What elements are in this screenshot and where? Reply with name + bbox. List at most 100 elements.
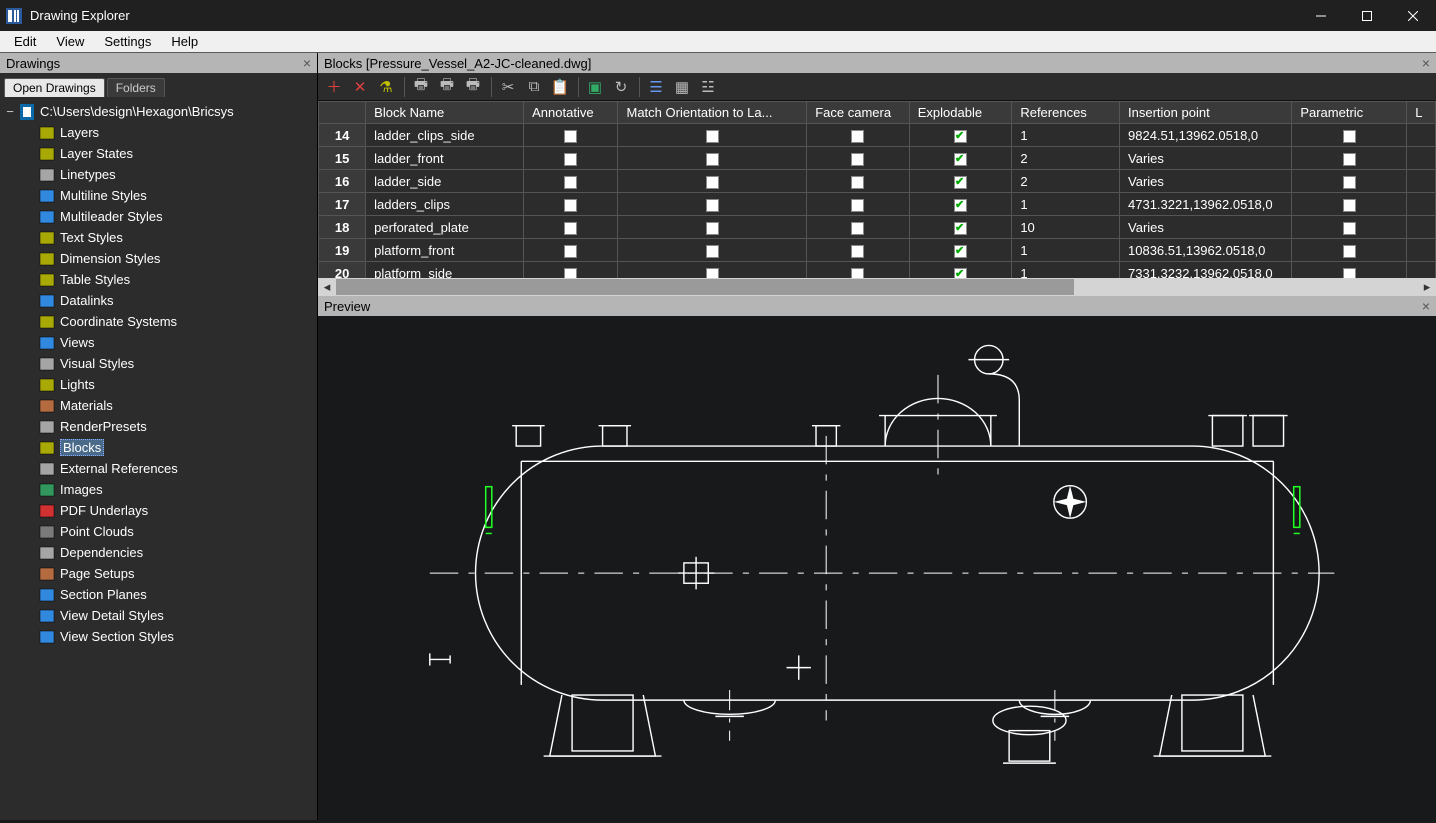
tree-collapse-icon[interactable]: − [4,104,16,119]
explodable-cell[interactable] [909,262,1012,279]
table-row[interactable]: 16ladder_side2Varies [319,170,1436,193]
refresh-button[interactable]: ↻ [609,75,633,99]
table-row[interactable]: 17ladders_clips14731.3221,13962.0518,0 [319,193,1436,216]
minimize-button[interactable] [1298,0,1344,31]
column-header[interactable]: Parametric [1292,102,1407,124]
table-row[interactable]: 14ladder_clips_side19824.51,13962.0518,0 [319,124,1436,147]
menu-settings[interactable]: Settings [94,32,161,51]
parametric-cell[interactable] [1292,193,1407,216]
menu-help[interactable]: Help [161,32,208,51]
block-name-cell[interactable]: ladder_front [366,147,524,170]
match-orientation-cell[interactable] [618,239,807,262]
block-name-cell[interactable]: platform_side [366,262,524,279]
tree-item-linetypes[interactable]: Linetypes [24,164,313,185]
preview-canvas[interactable] [318,316,1436,820]
column-header[interactable]: Explodable [909,102,1012,124]
block-name-cell[interactable]: platform_front [366,239,524,262]
table-row[interactable]: 18perforated_plate10Varies [319,216,1436,239]
scrollbar-thumb[interactable] [336,279,1074,295]
match-orientation-cell[interactable] [618,216,807,239]
match-orientation-cell[interactable] [618,262,807,279]
tree-item-dimension[interactable]: Dimension Styles [24,248,313,269]
tree-item-coord[interactable]: Coordinate Systems [24,311,313,332]
column-header[interactable]: References [1012,102,1120,124]
tree-item-text[interactable]: Text Styles [24,227,313,248]
explodable-cell[interactable] [909,239,1012,262]
view-icons-button[interactable]: ▦ [670,75,694,99]
tree-item-layers[interactable]: Layers [24,122,313,143]
column-header[interactable] [319,102,366,124]
preview-panel-close-icon[interactable]: × [1422,299,1430,313]
tree-item-xref[interactable]: External References [24,458,313,479]
annotative-cell[interactable] [524,216,618,239]
annotative-cell[interactable] [524,193,618,216]
face-camera-cell[interactable] [807,170,910,193]
parametric-cell[interactable] [1292,262,1407,279]
drawings-panel-close-icon[interactable]: × [303,56,311,70]
match-orientation-cell[interactable] [618,147,807,170]
tree-item-table[interactable]: Table Styles [24,269,313,290]
tree-item-multiline[interactable]: Multiline Styles [24,185,313,206]
horizontal-scrollbar[interactable]: ◂ ▸ [318,278,1436,296]
tree-item-images[interactable]: Images [24,479,313,500]
view-list-button[interactable]: ☳ [696,75,720,99]
explodable-cell[interactable] [909,216,1012,239]
scroll-right-icon[interactable]: ▸ [1418,278,1436,296]
tree-item-visual[interactable]: Visual Styles [24,353,313,374]
table-row[interactable]: 15ladder_front2Varies [319,147,1436,170]
column-header[interactable]: Insertion point [1120,102,1292,124]
print-button[interactable]: 🖶 [409,75,433,99]
view-details-button[interactable]: ☰ [644,75,668,99]
face-camera-cell[interactable] [807,124,910,147]
table-row[interactable]: 20platform_side17331.3232,13962.0518,0 [319,262,1436,279]
tree-item-lights[interactable]: Lights [24,374,313,395]
annotative-cell[interactable] [524,124,618,147]
face-camera-cell[interactable] [807,262,910,279]
new-button[interactable]: ＋ [322,75,346,99]
block-name-cell[interactable]: ladder_clips_side [366,124,524,147]
block-name-cell[interactable]: ladder_side [366,170,524,193]
parametric-cell[interactable] [1292,147,1407,170]
tree-item-layer-states[interactable]: Layer States [24,143,313,164]
scroll-left-icon[interactable]: ◂ [318,278,336,296]
annotative-cell[interactable] [524,147,618,170]
face-camera-cell[interactable] [807,216,910,239]
parametric-cell[interactable] [1292,124,1407,147]
face-camera-cell[interactable] [807,193,910,216]
column-header[interactable]: Annotative [524,102,618,124]
tree-item-multileader[interactable]: Multileader Styles [24,206,313,227]
match-orientation-cell[interactable] [618,170,807,193]
explodable-cell[interactable] [909,124,1012,147]
face-camera-cell[interactable] [807,239,910,262]
copy-button[interactable]: ⧉ [522,75,546,99]
parametric-cell[interactable] [1292,170,1407,193]
menu-view[interactable]: View [46,32,94,51]
explodable-cell[interactable] [909,193,1012,216]
tree-item-pointcloud[interactable]: Point Clouds [24,521,313,542]
print-preview-button[interactable]: 🖶 [435,75,459,99]
explodable-cell[interactable] [909,147,1012,170]
print-setup-button[interactable]: 🖶 [461,75,485,99]
close-button[interactable] [1390,0,1436,31]
tree-item-pdf[interactable]: PDF Underlays [24,500,313,521]
tree-item-blocks[interactable]: Blocks [24,437,313,458]
cut-button[interactable]: ✂ [496,75,520,99]
column-header[interactable]: L [1407,102,1436,124]
drawings-tree[interactable]: − C:\Users\design\Hexagon\Bricsys Layers… [0,97,317,820]
tree-item-viewsection[interactable]: View Section Styles [24,626,313,647]
purge-button[interactable]: ⚗ [374,75,398,99]
parametric-cell[interactable] [1292,239,1407,262]
face-camera-cell[interactable] [807,147,910,170]
annotative-cell[interactable] [524,239,618,262]
match-orientation-cell[interactable] [618,193,807,216]
explodable-cell[interactable] [909,170,1012,193]
tab-folders[interactable]: Folders [107,78,165,97]
tree-item-deps[interactable]: Dependencies [24,542,313,563]
parametric-cell[interactable] [1292,216,1407,239]
table-row[interactable]: 19platform_front110836.51,13962.0518,0 [319,239,1436,262]
annotative-cell[interactable] [524,262,618,279]
block-name-cell[interactable]: perforated_plate [366,216,524,239]
tree-item-views[interactable]: Views [24,332,313,353]
tree-item-materials[interactable]: Materials [24,395,313,416]
column-header[interactable]: Match Orientation to La... [618,102,807,124]
